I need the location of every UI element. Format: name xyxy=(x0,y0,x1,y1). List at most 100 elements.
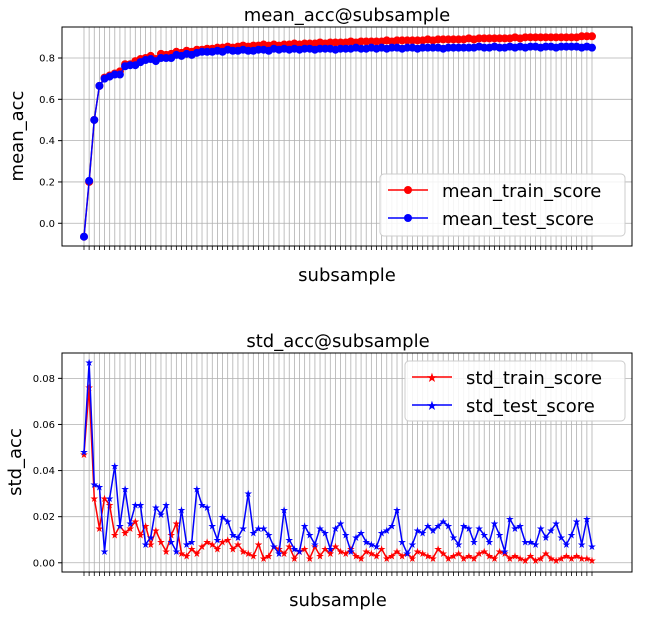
data-point: ★ xyxy=(552,519,561,530)
data-point: ★ xyxy=(208,521,217,532)
data-point: ★ xyxy=(85,358,94,369)
data-point: ★ xyxy=(588,542,597,553)
data-point: ★ xyxy=(233,533,242,544)
legend: mean_train_score mean_test_score xyxy=(379,173,626,237)
data-point: ★ xyxy=(259,524,268,535)
y-ticks: 0.0 0.2 0.4 0.6 0.8 xyxy=(39,53,62,230)
data-point: ★ xyxy=(105,494,114,505)
series-std-train-score: ★★★★★★★★★★★★★★★★★★★★★★★★★★★★★★★★★★★★★★★★… xyxy=(80,383,597,567)
data-point: ★ xyxy=(516,554,525,565)
data-point: ★ xyxy=(249,551,258,562)
data-point: ★ xyxy=(223,535,232,546)
data-point: ★ xyxy=(321,545,330,556)
data-point: ★ xyxy=(567,531,576,542)
data-point: ★ xyxy=(249,528,258,539)
x-gridlines xyxy=(83,27,593,246)
data-point: ★ xyxy=(511,524,520,535)
data-point: ★ xyxy=(244,549,253,560)
data-point: ★ xyxy=(167,531,176,542)
legend-marker xyxy=(404,214,412,222)
data-point: ★ xyxy=(362,538,371,549)
legend-marker: ★ xyxy=(426,399,438,414)
data-point: ★ xyxy=(146,540,155,551)
data-point: ★ xyxy=(557,554,566,565)
data-point: ★ xyxy=(126,519,135,530)
data-point: ★ xyxy=(439,517,448,528)
data-point: ★ xyxy=(239,524,248,535)
data-point: ★ xyxy=(331,524,340,535)
data-point: ★ xyxy=(187,545,196,556)
x-ticks xyxy=(83,246,593,250)
data-point: ★ xyxy=(572,551,581,562)
y-tick-label: 0.00 xyxy=(33,558,55,569)
data-point: ★ xyxy=(305,531,314,542)
data-point: ★ xyxy=(336,547,345,558)
y-gridlines xyxy=(62,57,632,224)
data-point: ★ xyxy=(588,556,597,567)
data-point: ★ xyxy=(326,549,335,560)
chart-title: mean_acc@subsample xyxy=(244,5,451,26)
data-point: ★ xyxy=(403,549,412,560)
data-point: ★ xyxy=(418,549,427,560)
data-point: ★ xyxy=(428,526,437,537)
data-point: ★ xyxy=(198,501,207,512)
data-point: ★ xyxy=(567,554,576,565)
data-point: ★ xyxy=(131,501,140,512)
data-point: ★ xyxy=(198,542,207,553)
data-point: ★ xyxy=(95,524,104,535)
data-point: ★ xyxy=(326,545,335,556)
series-layer xyxy=(80,32,596,241)
data-point: ★ xyxy=(156,510,165,521)
data-point: ★ xyxy=(444,521,453,532)
data-point: ★ xyxy=(115,521,124,532)
data-point: ★ xyxy=(177,549,186,560)
legend-entry-mean-test-score: mean_test_score xyxy=(388,209,594,230)
plot-frame xyxy=(61,26,633,247)
data-point: ★ xyxy=(475,524,484,535)
y-tick-label: 0.0 xyxy=(39,219,55,230)
data-point: ★ xyxy=(459,554,468,565)
data-point: ★ xyxy=(377,545,386,556)
legend-label: mean_train_score xyxy=(442,181,601,202)
data-point: ★ xyxy=(177,505,186,516)
data-point: ★ xyxy=(90,480,99,491)
data-point: ★ xyxy=(269,542,278,553)
data-point: ★ xyxy=(562,551,571,562)
data-point: ★ xyxy=(182,540,191,551)
data-point: ★ xyxy=(423,521,432,532)
std-acc-chart: ★★★★★★★★★★★★★★★★★★★★★★★★★★★★★★★★★★★★★★★★… xyxy=(5,331,633,611)
data-point: ★ xyxy=(413,526,422,537)
legend-label: mean_test_score xyxy=(442,209,594,230)
data-point: ★ xyxy=(490,554,499,565)
data-point: ★ xyxy=(428,554,437,565)
data-point xyxy=(588,43,596,52)
x-axis-label: subsample xyxy=(298,265,396,286)
data-point: ★ xyxy=(213,545,222,556)
data-point xyxy=(85,176,94,185)
data-point xyxy=(115,70,124,79)
data-point: ★ xyxy=(434,545,443,556)
data-point: ★ xyxy=(280,549,289,560)
data-point: ★ xyxy=(367,549,376,560)
data-point: ★ xyxy=(316,524,325,535)
data-point: ★ xyxy=(244,489,253,500)
data-point: ★ xyxy=(162,547,171,558)
data-point: ★ xyxy=(464,551,473,562)
data-point: ★ xyxy=(192,485,201,496)
data-point: ★ xyxy=(382,554,391,565)
data-point: ★ xyxy=(541,533,550,544)
data-point: ★ xyxy=(115,521,124,532)
data-point: ★ xyxy=(475,549,484,560)
data-point: ★ xyxy=(485,551,494,562)
data-point: ★ xyxy=(505,515,514,526)
data-point: ★ xyxy=(331,542,340,553)
data-point: ★ xyxy=(141,540,150,551)
y-axis-label: std_acc xyxy=(5,428,26,496)
series-mean-test-score xyxy=(80,42,596,241)
data-point: ★ xyxy=(526,551,535,562)
data-point: ★ xyxy=(182,551,191,562)
data-point: ★ xyxy=(208,540,217,551)
data-point: ★ xyxy=(100,547,109,558)
